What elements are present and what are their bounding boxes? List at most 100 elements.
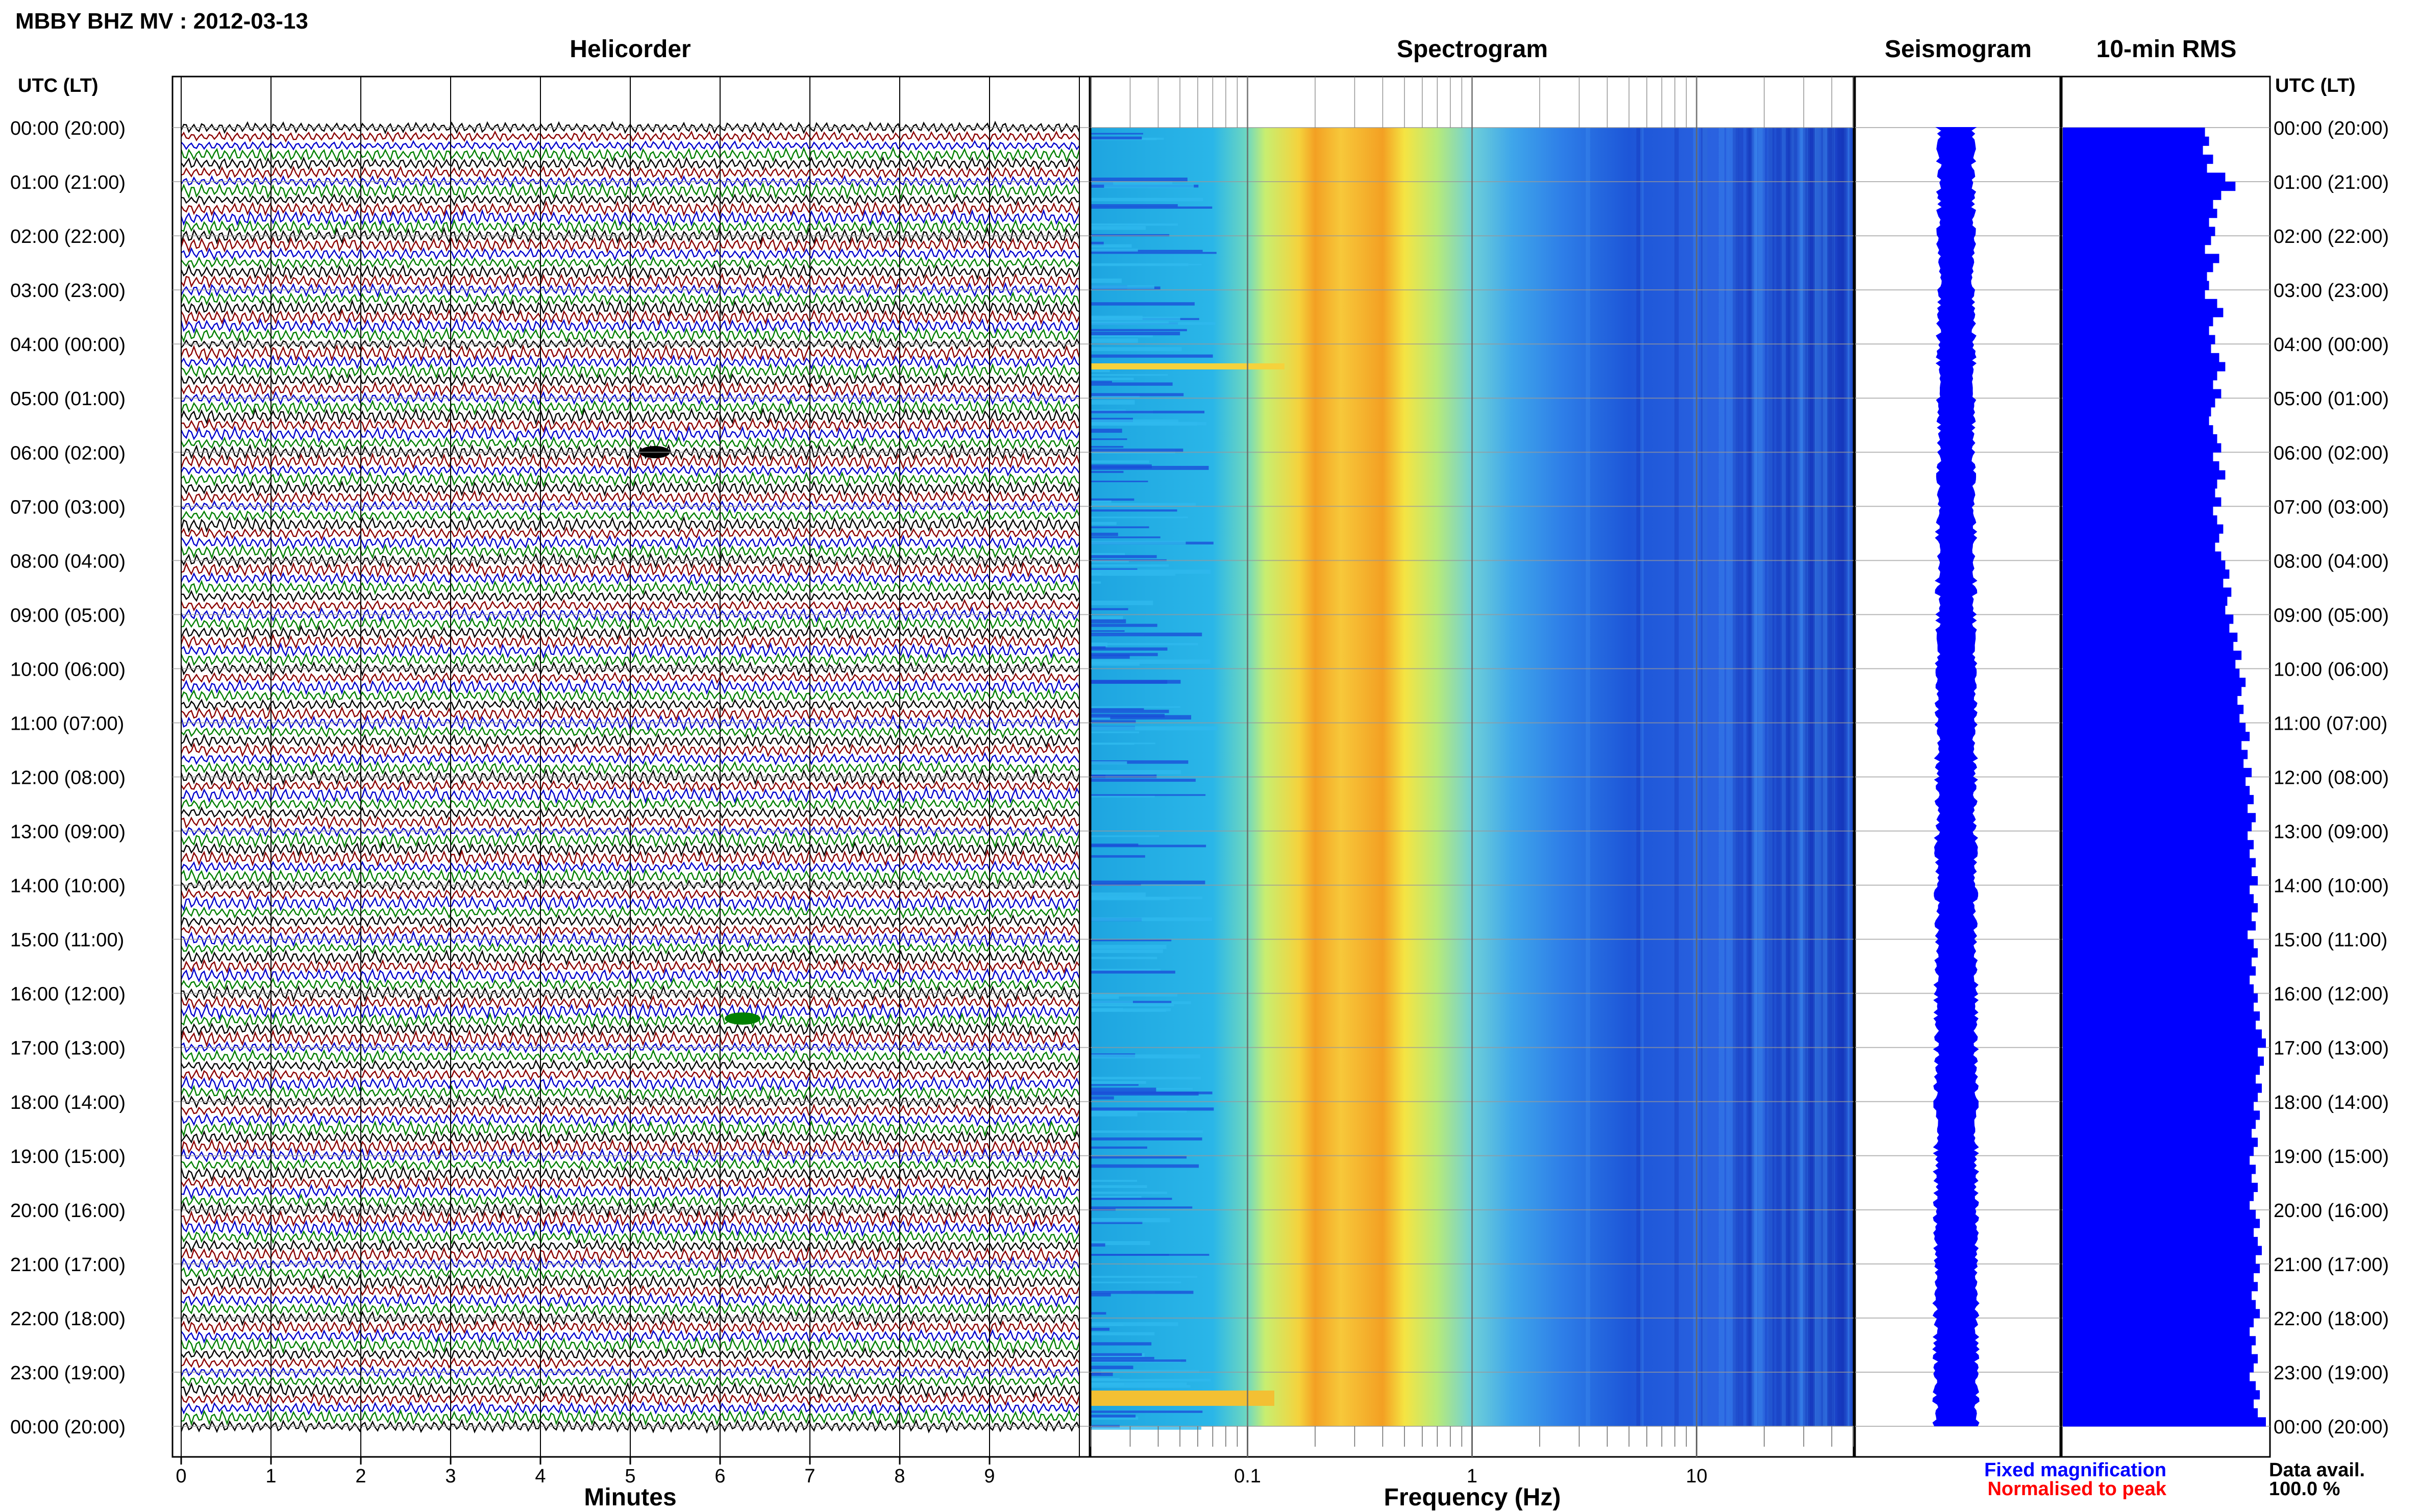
time-label-right: 00:00 (20:00) [2274,1417,2389,1438]
rms-bar [2063,668,2240,678]
rms-bar [2063,1390,2260,1400]
rms-bar [2063,1246,2262,1255]
time-label-left: 05:00 (01:00) [10,388,126,410]
rms-bar [2063,389,2221,399]
rms-bar [2063,290,2205,300]
data-avail-value: 100.0 % [2269,1478,2340,1500]
spectrogram-stripe [1091,541,1186,544]
time-label-left: 10:00 (06:00) [10,659,126,680]
helicorder-x-axis: 0 1 2 3 4 5 6 7 8 9 [176,1457,995,1487]
spectrogram-stripe [1091,643,1198,646]
helicorder-tick-label: 1 [265,1466,276,1487]
minutes-axis-label: Minutes [584,1484,676,1511]
rms-bar [2063,975,2250,985]
rms-bar [2063,524,2224,534]
rms-bar [2063,271,2207,281]
time-label-right: 19:00 (15:00) [2274,1146,2389,1168]
figure-title: MBBY BHZ MV : 2012-03-13 [15,9,308,34]
spectrogram-stripe [1091,249,1138,252]
rms-bar [2063,551,2221,561]
spectrogram-stripe [1091,1112,1138,1117]
fixed-magnification-legend: Fixed magnification [1984,1459,2166,1481]
seismogram-title: Seismogram [1885,36,2032,63]
rms-bar [2063,750,2248,759]
spectrogram-stripe [1091,374,1168,376]
time-label-left: 20:00 (16:00) [10,1200,126,1222]
rms-bar [2063,867,2252,877]
rms-bar [2063,136,2209,146]
spectrogram-stripe [1091,1109,1187,1113]
spectrogram-stripe [1091,715,1110,720]
spectrogram-stripe [1091,1092,1213,1095]
spectrogram-stripe [1091,1379,1211,1381]
rms-bar [2063,425,2213,435]
rms-bar [2063,1300,2256,1309]
rms-bar [2063,308,2224,317]
rms-bar [2063,452,2213,462]
spectrogram-stripe [1091,522,1117,525]
rms-bar [2063,1417,2266,1427]
rms-bar [2063,885,2250,895]
rms-bar [2063,632,2238,642]
spectrogram-stripe [1091,503,1196,507]
spectrogram-stripe [1091,561,1129,563]
rms-bar [2063,1065,2260,1075]
rms-bar [2063,1327,2250,1336]
spectrogram-stripe [1091,713,1165,718]
rms-bar [2063,1399,2254,1409]
spectrogram-stripe [1091,795,1155,798]
spectrogram-stripe [1091,177,1188,182]
spectrogram-stripe [1091,779,1196,782]
spectrogram-stripe [1091,332,1180,336]
rms-bar [2063,822,2252,832]
rms-bar [2063,172,2226,182]
rms-bar [2063,1074,2256,1084]
spectrogram-stripe [1091,445,1124,448]
rms-bar [2063,1155,2250,1165]
rms-bar [2063,1273,2254,1282]
time-label-left: 04:00 (00:00) [10,334,126,356]
rms-bar [2063,1381,2256,1391]
rms-bar [2063,966,2256,976]
spectrogram-stripe [1091,1196,1142,1198]
spectrogram-stripe [1091,1087,1156,1092]
rms-bar [2063,740,2242,750]
rms-bar [2063,380,2213,390]
time-label-left: 03:00 (23:00) [10,280,126,302]
rms-bar [2063,470,2226,480]
spectrogram-stripe [1091,835,1159,837]
spectrogram-stripe [1091,1370,1199,1373]
rms-bar [2063,1093,2258,1102]
spectrogram-stripe [1091,892,1146,897]
time-label-right: 05:00 (01:00) [2274,388,2389,410]
spectrogram-stripe [1091,573,1102,575]
spectrogram-stripe [1091,329,1187,332]
spectrogram-stripe [1091,1366,1133,1370]
spectrogram-stripe [1091,252,1217,254]
spectrogram-stripe [1091,498,1134,501]
rms-bar [2063,254,2219,263]
spectrogram-stripe [1091,419,1179,424]
spectrogram-stripe [1091,1001,1133,1004]
rms-bar [2063,217,2209,227]
spectrogram-stripe [1091,133,1143,135]
spectrogram-stripe [1091,720,1136,724]
spectrogram-stripe [1091,1241,1150,1245]
spectrogram-stripe [1091,382,1173,386]
rms-bar [2063,614,2234,624]
spectrogram-stripe [1091,1156,1187,1159]
time-label-left: 01:00 (21:00) [10,172,126,193]
rms-bar [2063,993,2258,1003]
spectrogram-stripe [1091,917,1213,921]
spectrogram-stripe [1091,945,1167,949]
helicorder-panel [171,76,1091,1458]
spectrogram-stripe [1091,709,1169,713]
time-label-left: 14:00 (10:00) [10,876,126,897]
rms-bar [2063,1236,2258,1247]
data-avail-label: Data avail. [2269,1459,2365,1481]
rms-bar [2063,651,2242,660]
spectrogram-stripe [1091,632,1202,636]
spectrogram-stripe [1091,354,1213,358]
rms-bar [2063,145,2203,155]
